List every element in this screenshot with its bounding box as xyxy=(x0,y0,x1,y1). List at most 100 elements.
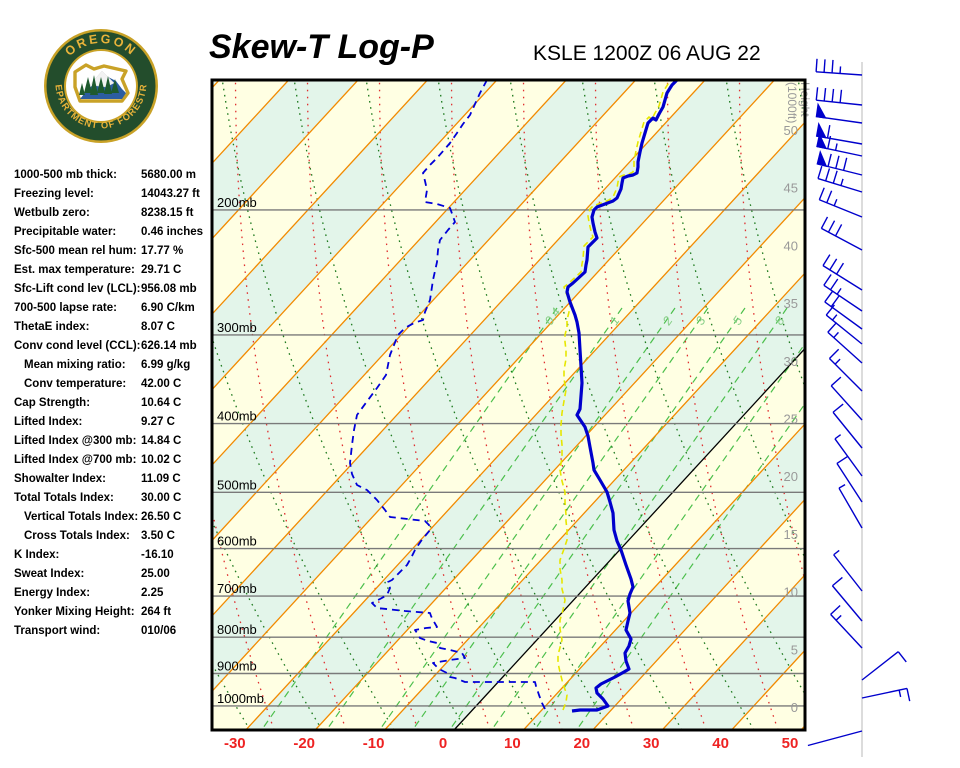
stat-value: 6.99 g/kg xyxy=(141,359,191,371)
pressure-label: 900mb xyxy=(217,658,257,673)
moist-adiabats xyxy=(212,80,805,730)
stat-row: Transport wind: 010/06 xyxy=(0,623,210,642)
pressure-label: 400mb xyxy=(217,409,257,424)
temperature-axis-labels: -30 -20 -10 0 10 20 30 40 50 xyxy=(224,735,798,752)
stat-row: Lifted Index: 9.27 C xyxy=(0,414,210,433)
stat-row: Mean mixing ratio: 6.99 g/kg xyxy=(0,357,210,376)
logo-trees-icon xyxy=(79,75,119,95)
wind-barb xyxy=(815,87,863,106)
logo-state-scene xyxy=(73,63,130,103)
temp-tick-label: 0 xyxy=(439,735,447,752)
stat-value: 17.77 % xyxy=(141,245,184,257)
stat-label: ThetaE index: xyxy=(14,321,90,333)
height-tick-label: 5 xyxy=(791,642,798,657)
stat-value: 8238.15 ft xyxy=(141,207,194,219)
wind-barb xyxy=(824,291,863,330)
stat-value: 5680.00 m xyxy=(141,169,196,181)
wind-barb xyxy=(816,132,863,157)
wind-barb xyxy=(825,304,863,345)
station-datetime: KSLE 1200Z 06 AUG 22 xyxy=(533,42,761,65)
wind-barb xyxy=(807,730,863,747)
wetbulb-trace xyxy=(557,80,674,711)
height-axis-title: Height(1000ft) xyxy=(785,82,812,123)
isotherms xyxy=(212,80,805,730)
wind-barb xyxy=(834,434,863,477)
stat-label: Precipitable water: xyxy=(14,226,117,238)
stat-label: Mean mixing ratio: xyxy=(24,359,126,371)
wind-barb xyxy=(816,150,863,176)
height-labels: 0 5 10 15 20 25 30 35 40 45 50 xyxy=(784,123,798,715)
wind-barb xyxy=(838,484,863,529)
stat-value: 42.00 C xyxy=(141,378,182,390)
stat-label: Est. max temperature: xyxy=(14,264,135,276)
stat-label: Sfc-500 mean rel hum: xyxy=(14,245,137,257)
stat-label: Transport wind: xyxy=(14,625,101,637)
stat-value: 25.00 xyxy=(141,568,170,580)
stat-label: Lifted Index @300 mb: xyxy=(14,435,137,447)
wind-barb xyxy=(830,604,863,649)
stat-row: Est. max temperature: 29.71 C xyxy=(0,262,210,281)
stat-row: 1000-500 mb thick: 5680.00 m xyxy=(0,167,210,186)
height-tick-label: 35 xyxy=(784,296,798,311)
wind-barb xyxy=(818,187,863,218)
wind-barb xyxy=(815,58,863,76)
stat-value: 14.84 C xyxy=(141,435,182,447)
stat-row: Sfc-Lift cond lev (LCL): 956.08 mb xyxy=(0,281,210,300)
wind-barb xyxy=(830,376,863,421)
stat-value: 010/06 xyxy=(141,625,177,637)
wind-barb xyxy=(836,455,863,503)
stat-row: 700-500 lapse rate: 6.90 C/km xyxy=(0,300,210,319)
stat-value: 10.02 C xyxy=(141,454,182,466)
stat-value: 6.90 C/km xyxy=(141,302,195,314)
temp-tick-label: 30 xyxy=(643,735,660,752)
stat-row: Cross Totals Index: 3.50 C xyxy=(0,528,210,547)
stat-label: 700-500 lapse rate: xyxy=(14,302,117,314)
wind-barb xyxy=(831,576,863,622)
stat-label: Conv cond level (CCL): xyxy=(14,340,141,352)
dewpoint-trace xyxy=(349,80,546,710)
pressure-labels: 200mb 300mb 400mb 500mb 600mb 700mb 800mb 900mb… xyxy=(217,195,264,706)
pressure-lines xyxy=(212,209,805,707)
stat-row: Yonker Mixing Height: 264 ft xyxy=(0,604,210,623)
odf-logo: OREGON DEPARTMENT OF FORESTRY xyxy=(42,27,158,143)
stat-value: 264 ft xyxy=(141,606,172,618)
stat-row: ThetaE index: 8.07 C xyxy=(0,319,210,338)
stat-label: 1000-500 mb thick: xyxy=(14,169,117,181)
wind-barb xyxy=(861,687,911,702)
wind-barb xyxy=(833,549,863,592)
stat-label: Vertical Totals Index: xyxy=(24,511,139,523)
stat-label: Cap Strength: xyxy=(14,397,91,409)
stat-label: Sfc-Lift cond lev (LCL): xyxy=(14,283,141,295)
temp-tick-label: -10 xyxy=(363,735,385,752)
stat-row: Vertical Totals Index: 26.50 C xyxy=(0,509,210,528)
stat-label: Freezing level: xyxy=(14,188,94,200)
pressure-label: 600mb xyxy=(217,534,257,549)
temp-tick-label: 40 xyxy=(712,735,729,752)
temp-tick-label: 10 xyxy=(504,735,521,752)
stat-row: Precipitable water: 0.46 inches xyxy=(0,224,210,243)
stat-value: 2.25 xyxy=(141,587,164,599)
stat-row: Freezing level: 14043.27 ft xyxy=(0,186,210,205)
stat-label: K Index: xyxy=(14,549,60,561)
wind-barb xyxy=(861,651,907,681)
pressure-label: 300mb xyxy=(217,320,257,335)
stat-label: Conv temperature: xyxy=(24,378,127,390)
stat-row: Energy Index: 2.25 xyxy=(0,585,210,604)
height-tick-label: 20 xyxy=(784,469,798,484)
height-tick-label: 15 xyxy=(784,527,798,542)
stat-value: 956.08 mb xyxy=(141,283,197,295)
temp-tick-label: 20 xyxy=(573,735,590,752)
wind-barb xyxy=(815,122,863,145)
stat-value: 10.64 C xyxy=(141,397,182,409)
stat-label: Sweat Index: xyxy=(14,568,85,580)
stat-row: Lifted Index @700 mb: 10.02 C xyxy=(0,452,210,471)
stat-value: 3.50 C xyxy=(141,530,175,542)
stat-value: 26.50 C xyxy=(141,511,182,523)
stat-row: Sfc-500 mean rel hum: 17.77 % xyxy=(0,243,210,262)
wind-barb xyxy=(832,403,863,449)
stat-label: Lifted Index @700 mb: xyxy=(14,454,137,466)
stat-row: K Index: -16.10 xyxy=(0,547,210,566)
height-tick-label: 40 xyxy=(784,238,798,253)
